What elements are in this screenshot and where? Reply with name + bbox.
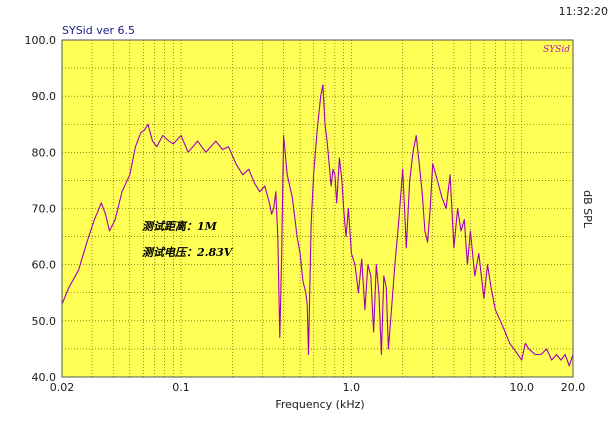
x-tick-label: 0.02 — [50, 381, 75, 394]
plot-frame — [61, 39, 574, 378]
x-axis-title: Frequency (kHz) — [275, 398, 364, 411]
grid-lines — [62, 40, 573, 377]
y-tick-label: 90.0 — [32, 90, 57, 103]
y-tick-label: 60.0 — [32, 259, 57, 272]
y-tick-label: 100.0 — [25, 34, 57, 47]
x-tick-label: 20.0 — [561, 381, 586, 394]
y-tick-label: 50.0 — [32, 315, 57, 328]
y-tick-label: 70.0 — [32, 203, 57, 216]
y-tick-label: 80.0 — [32, 146, 57, 159]
annotation-voltage: 测试电压：2.83V — [142, 246, 234, 259]
y-tick-label: 40.0 — [32, 371, 57, 384]
annotation-distance: 测试距离：1M — [142, 220, 218, 233]
series-line — [62, 84, 573, 367]
response-curve — [62, 84, 573, 367]
app-logo: SYSid — [543, 45, 570, 55]
x-tick-label: 10.0 — [509, 381, 534, 394]
y-axis-title: dB SPL — [581, 190, 594, 229]
y-axis-ticks: 100.0 90.0 80.0 70.0 60.0 50.0 40.0 — [25, 34, 57, 384]
x-axis-ticks: 0.02 0.1 1.0 10.0 20.0 — [50, 381, 586, 394]
clock-readout: 11:32:20 — [559, 5, 608, 18]
x-tick-label: 0.1 — [172, 381, 190, 394]
app-title: SYSid ver 6.5 — [62, 24, 135, 37]
x-tick-label: 1.0 — [343, 381, 361, 394]
